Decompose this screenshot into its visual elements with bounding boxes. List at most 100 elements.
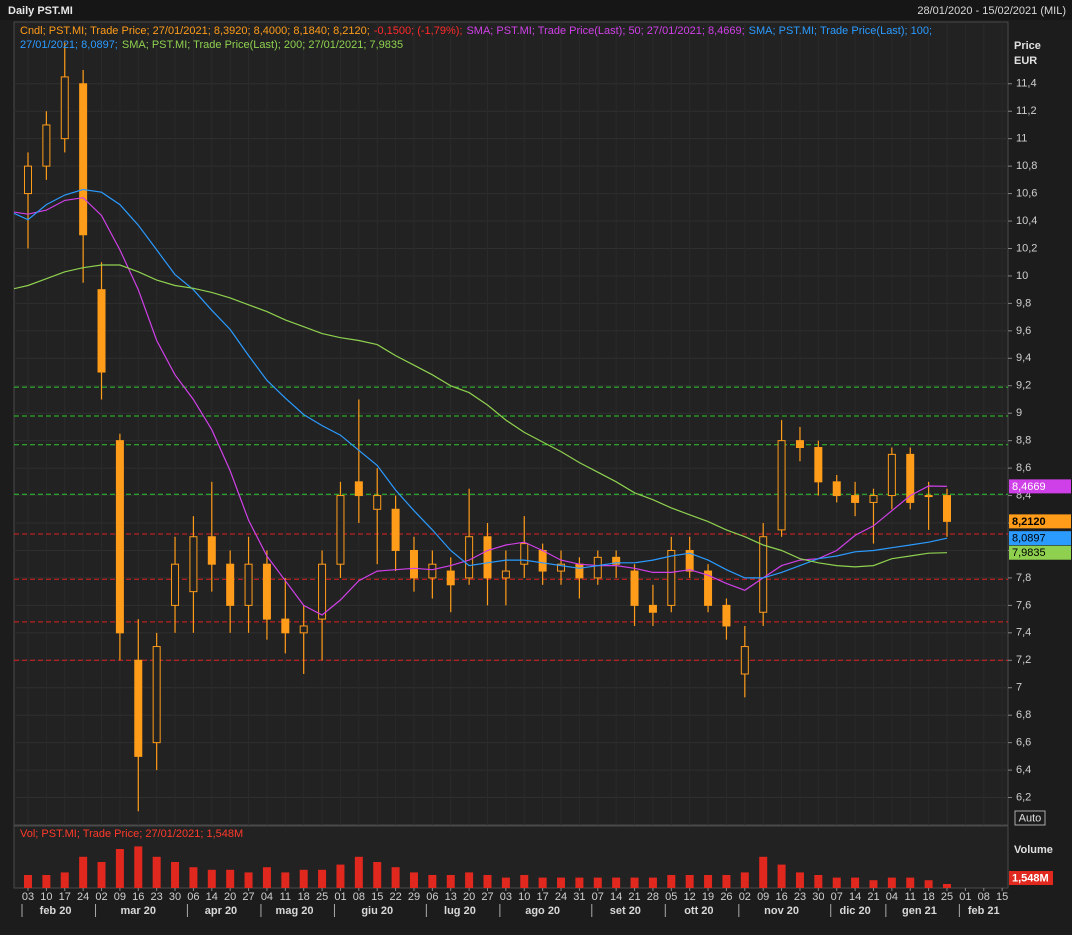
x-tick-label: 16	[775, 891, 787, 903]
auto-button[interactable]	[1014, 810, 1046, 826]
x-tick-label: 20	[463, 891, 475, 903]
candle-body	[795, 440, 804, 449]
volume-bar	[795, 872, 804, 888]
y-axis-unit: EUR	[1014, 55, 1037, 67]
candle-body	[722, 604, 731, 627]
volume-bar	[409, 872, 418, 888]
y-axis-title: Price	[1014, 40, 1041, 52]
volume-bar	[354, 856, 363, 888]
x-tick-label: 12	[684, 891, 696, 903]
volume-bar	[318, 869, 327, 888]
candle-body	[207, 536, 216, 565]
x-tick-label: 08	[978, 891, 990, 903]
legend-entry: 27/01/2021; 8,0897;	[20, 39, 118, 51]
volume-bar	[704, 875, 713, 888]
y-tick-label: 6,6	[1016, 737, 1031, 749]
y-tick-label: 7,4	[1016, 627, 1031, 639]
candle-body	[60, 76, 69, 140]
legend-entry: SMA; PST.MI; Trade Price(Last); 50; 27/0…	[466, 25, 744, 37]
header-title: Daily PST.MI	[8, 5, 73, 17]
y-tick-label: 6,2	[1016, 791, 1031, 803]
candle-body	[943, 495, 951, 522]
y-tick-label: 10	[1016, 270, 1028, 282]
x-tick-label: 15	[371, 891, 383, 903]
y-tick-label: 9,6	[1016, 325, 1031, 337]
y-tick-label: 6,4	[1016, 764, 1031, 776]
volume-bar	[520, 875, 529, 888]
volume-bar	[391, 867, 400, 888]
volume-bar	[575, 877, 584, 888]
x-tick-label: 07	[592, 891, 604, 903]
volume-bar	[483, 875, 492, 888]
x-tick-label: 05	[665, 891, 677, 903]
volume-area	[13, 825, 1009, 889]
x-tick-label: 27	[242, 891, 254, 903]
y-tick-label: 11	[1016, 133, 1027, 145]
x-tick-label: 01	[959, 891, 971, 903]
candle-body	[924, 495, 933, 498]
x-tick-label: 20	[224, 891, 236, 903]
candle-body	[152, 646, 161, 744]
x-tick-label: 14	[849, 891, 861, 903]
x-tick-label: 22	[389, 891, 401, 903]
volume-bar	[869, 880, 878, 888]
candle-body	[704, 570, 713, 606]
volume-bar	[667, 875, 676, 888]
x-tick-label: 31	[573, 891, 585, 903]
month-label: nov 20	[764, 905, 799, 917]
y-tick-label: 7,8	[1016, 572, 1031, 584]
legend-entry: -0,1500; (-1,79%);	[374, 25, 463, 37]
x-tick-label: 29	[408, 891, 420, 903]
candle-body	[171, 563, 180, 606]
volume-badge	[1009, 871, 1053, 885]
volume-bar	[722, 875, 731, 888]
legend-line: Cndl; PST.MI; Trade Price; 27/01/2021; 8…	[20, 25, 932, 37]
x-tick-label: 30	[812, 891, 824, 903]
candle-body	[226, 563, 235, 606]
x-tick-label: 03	[500, 891, 512, 903]
volume-bar	[171, 862, 180, 888]
value-badge	[1009, 479, 1071, 494]
x-tick-label: 19	[702, 891, 714, 903]
y-tick-label: 11,2	[1016, 105, 1037, 117]
volume-badge-label: 1,548M	[1012, 872, 1049, 884]
x-tick-label: 18	[922, 891, 934, 903]
x-tick-label: 11	[280, 891, 291, 903]
y-tick-label: 10,4	[1016, 215, 1037, 227]
volume-layer	[24, 846, 951, 888]
volume-bar	[42, 875, 51, 888]
x-tick-label: 21	[867, 891, 879, 903]
candle-body	[906, 453, 915, 503]
volume-bar	[685, 875, 694, 888]
volume-bar	[24, 875, 32, 888]
candle-body	[520, 543, 529, 565]
candle-body	[557, 563, 566, 572]
y-tick-label: 10,2	[1016, 242, 1037, 254]
x-tick-label: 17	[537, 891, 549, 903]
candle-body	[759, 536, 768, 613]
x-tick-label: 24	[555, 891, 567, 903]
x-tick-label: 21	[628, 891, 640, 903]
month-label: giu 20	[361, 905, 393, 917]
axis-layer: 6,26,46,66,877,27,47,67,888,28,48,68,899…	[21, 78, 1071, 917]
candle-body	[648, 604, 657, 613]
candle-body	[869, 495, 878, 503]
candle-body	[501, 570, 510, 579]
x-tick-label: 14	[206, 891, 218, 903]
volume-bar	[630, 877, 639, 888]
volume-bar	[281, 872, 290, 888]
volume-bar	[428, 875, 437, 888]
legend-entry: SMA; PST.MI; Trade Price(Last); 100;	[749, 25, 932, 37]
x-tick-label: 23	[794, 891, 806, 903]
month-label: mag 20	[276, 905, 314, 917]
candle-body	[814, 447, 823, 483]
auto-label[interactable]: Auto	[1019, 812, 1042, 824]
candle-body	[134, 659, 143, 757]
candle-body	[244, 563, 253, 606]
candle-body	[42, 124, 51, 167]
candle-body	[97, 289, 106, 373]
candle-body	[483, 536, 492, 579]
month-label: ott 20	[684, 905, 713, 917]
candle-body	[409, 549, 418, 579]
